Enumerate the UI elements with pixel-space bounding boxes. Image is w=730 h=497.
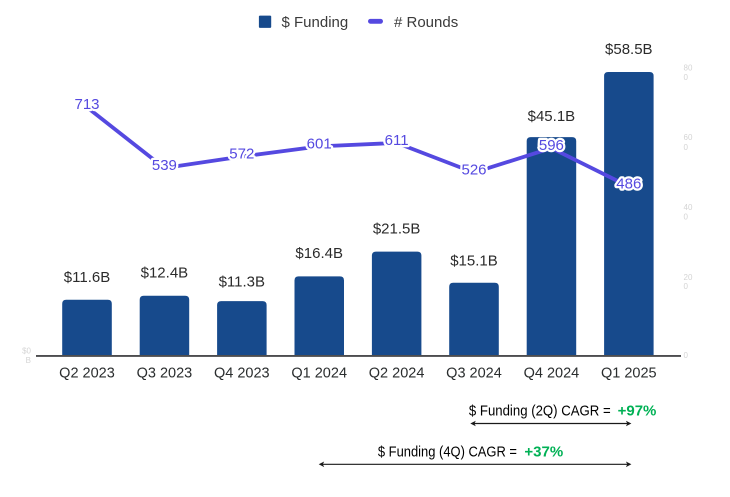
svg-text:486: 486	[616, 175, 641, 192]
svg-text:40: 40	[684, 203, 693, 212]
svg-text:60: 60	[684, 133, 693, 142]
svg-text:0: 0	[684, 73, 689, 82]
svg-text:$45.1B: $45.1B	[528, 108, 576, 125]
svg-text:0: 0	[684, 282, 689, 291]
svg-text:713: 713	[74, 96, 99, 113]
svg-text:Q4 2024: Q4 2024	[524, 365, 580, 381]
svg-text:$ Funding (4Q) CAGR =: $ Funding (4Q) CAGR =	[378, 444, 517, 460]
svg-text:0: 0	[684, 351, 689, 360]
svg-text:Q1 2024: Q1 2024	[291, 365, 347, 381]
svg-text:Q2 2023: Q2 2023	[59, 365, 115, 381]
svg-text:$11.3B: $11.3B	[219, 274, 265, 291]
svg-text:+97%: +97%	[618, 402, 657, 419]
svg-text:Q1 2025: Q1 2025	[601, 365, 657, 381]
svg-text:596: 596	[539, 137, 564, 154]
svg-text:20: 20	[684, 273, 693, 282]
svg-text:Q4 2023: Q4 2023	[214, 365, 270, 381]
svg-text:$0: $0	[22, 347, 31, 356]
svg-text:B: B	[26, 356, 31, 365]
svg-text:601: 601	[307, 135, 332, 152]
svg-text:$21.5B: $21.5B	[373, 221, 421, 238]
svg-text:611: 611	[385, 132, 409, 149]
svg-text:526: 526	[461, 162, 486, 179]
svg-text:# Rounds: # Rounds	[394, 14, 458, 31]
svg-text:0: 0	[684, 143, 689, 152]
svg-text:$16.4B: $16.4B	[295, 245, 343, 262]
svg-text:572: 572	[229, 145, 254, 162]
svg-text:$ Funding (2Q) CAGR =: $ Funding (2Q) CAGR =	[469, 403, 611, 419]
svg-text:$15.1B: $15.1B	[450, 252, 498, 269]
svg-text:$ Funding: $ Funding	[282, 14, 349, 31]
svg-text:Q2 2024: Q2 2024	[369, 365, 425, 381]
svg-text:$11.6B: $11.6B	[64, 269, 110, 286]
svg-text:+37%: +37%	[524, 443, 563, 460]
svg-text:$58.5B: $58.5B	[605, 41, 653, 58]
svg-text:$12.4B: $12.4B	[141, 264, 189, 281]
svg-text:Q3 2024: Q3 2024	[446, 365, 502, 381]
svg-text:Q3 2023: Q3 2023	[137, 365, 193, 381]
svg-text:0: 0	[684, 213, 689, 222]
svg-text:539: 539	[152, 157, 177, 174]
svg-text:80: 80	[684, 64, 693, 73]
